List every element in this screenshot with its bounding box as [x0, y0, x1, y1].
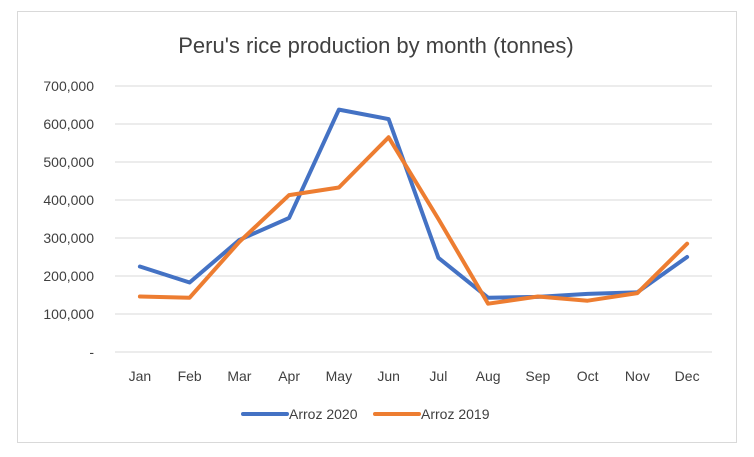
legend-label: Arroz 2019: [421, 406, 490, 422]
series-line-1: [137, 135, 690, 306]
legend: Arroz 2020 Arroz 2019: [241, 406, 490, 422]
gridlines: [115, 85, 712, 353]
legend-label: Arroz 2020: [289, 406, 358, 422]
x-tick-label: Aug: [476, 368, 501, 384]
x-tick-label: May: [326, 368, 352, 384]
x-tick-label: Sep: [525, 368, 550, 384]
y-tick-label: 400,000: [43, 192, 94, 208]
x-tick-label: Mar: [227, 368, 251, 384]
y-tick-label: 300,000: [43, 230, 94, 246]
x-tick-label: Oct: [577, 368, 599, 384]
y-tick-label: 700,000: [43, 78, 94, 94]
x-tick-label: Jun: [377, 368, 400, 384]
x-tick-label: Jul: [429, 368, 447, 384]
x-tick-label: Jan: [129, 368, 152, 384]
series-line-0: [137, 107, 690, 300]
y-axis-ticks: - 100,000 200,000 300,000 400,000 500,000 600,…: [43, 78, 94, 360]
y-tick-label: 100,000: [43, 306, 94, 322]
x-axis-ticks: Jan Feb Mar Apr May Jun Jul Aug Sep Oct Nov Dec: [129, 368, 700, 384]
series-lines: [137, 107, 690, 306]
y-tick-label: 200,000: [43, 268, 94, 284]
x-tick-label: Apr: [278, 368, 300, 384]
x-tick-label: Nov: [625, 368, 650, 384]
x-tick-label: Dec: [675, 368, 700, 384]
chart-title: Peru's rice production by month (tonnes): [178, 33, 574, 58]
x-tick-label: Feb: [178, 368, 202, 384]
y-tick-label: 600,000: [43, 116, 94, 132]
chart-frame: [17, 11, 737, 443]
y-tick-label: -: [89, 344, 94, 360]
y-tick-label: 500,000: [43, 154, 94, 170]
